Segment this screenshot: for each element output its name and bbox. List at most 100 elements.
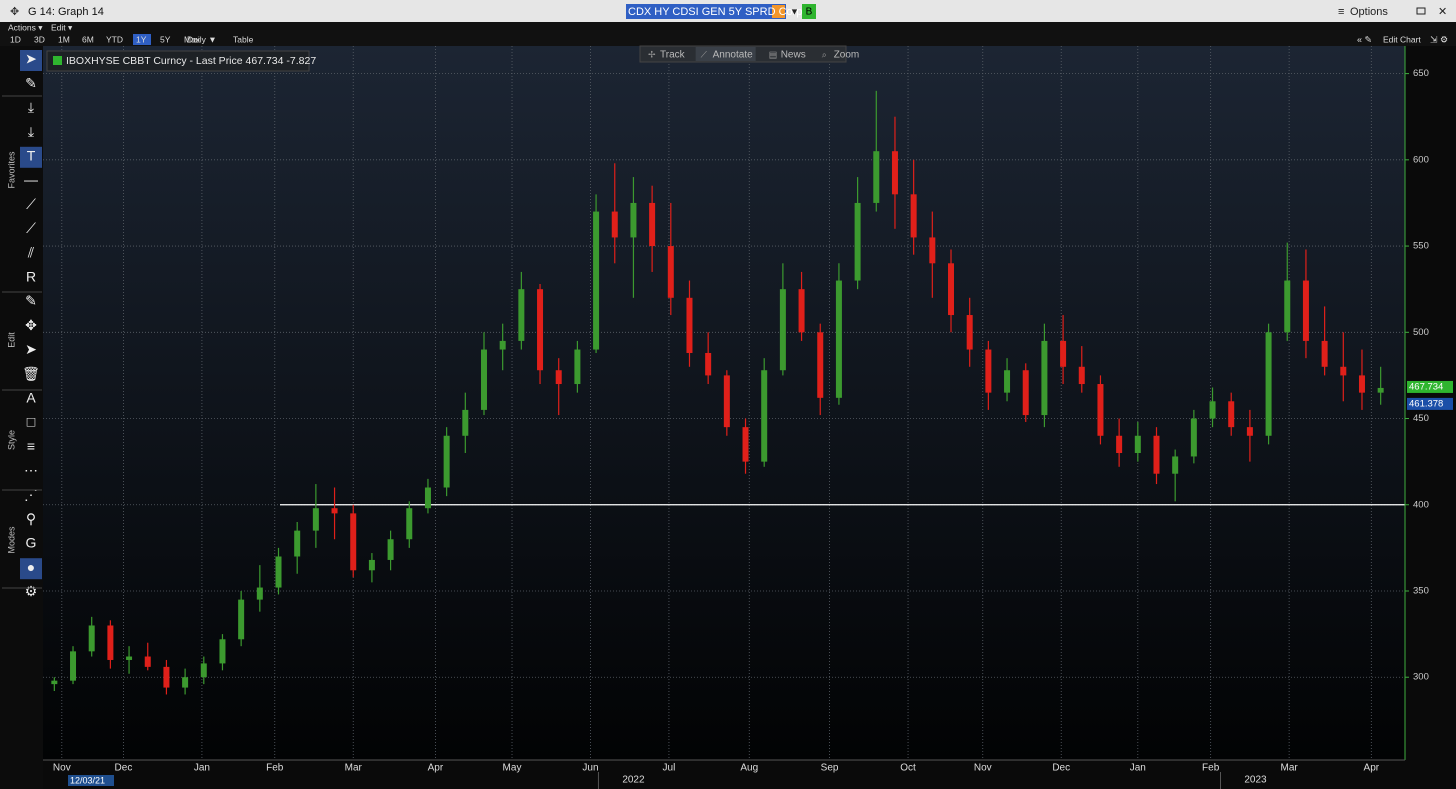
tool-button[interactable]: T xyxy=(27,148,36,164)
edit-chart[interactable]: Edit Chart xyxy=(1383,34,1421,44)
toolbar-icon[interactable]: ⌕ xyxy=(822,49,827,59)
candle-body xyxy=(1153,435,1160,474)
period-button[interactable]: Max xyxy=(184,34,201,44)
tool-button[interactable]: ✎ xyxy=(25,293,37,309)
security-field[interactable] xyxy=(626,4,786,19)
tool-button[interactable]: ⤓ xyxy=(28,123,34,139)
source-button-text[interactable]: B xyxy=(806,7,813,18)
candle-body xyxy=(798,289,805,333)
tool-button[interactable]: ⟋ xyxy=(26,196,36,212)
tool-button[interactable]: ⤓ xyxy=(28,99,34,115)
candle-body xyxy=(518,289,525,341)
x-tick-label: Feb xyxy=(1202,763,1220,774)
tool-active[interactable] xyxy=(20,146,42,168)
period-button[interactable]: YTD xyxy=(106,34,123,44)
frequency[interactable]: Daily ▼ xyxy=(187,34,217,44)
candle-body xyxy=(294,530,301,557)
candle-body xyxy=(891,151,898,195)
candle-body xyxy=(312,508,319,531)
period-button[interactable]: 3D xyxy=(34,34,45,44)
side-toolbar xyxy=(0,46,43,789)
tool-button[interactable]: ● xyxy=(27,559,35,575)
period-button[interactable]: 1D xyxy=(10,34,21,44)
menu[interactable]: Actions ▾ xyxy=(8,22,43,32)
tool-button[interactable]: ≡ xyxy=(27,438,35,454)
candle-body xyxy=(70,651,77,681)
y-tick-label: 400 xyxy=(1413,499,1429,510)
candle-body xyxy=(368,559,375,571)
candle-body xyxy=(424,487,431,509)
tool-button[interactable]: ✎ xyxy=(25,75,37,91)
tool-button[interactable]: ➤ xyxy=(25,51,37,67)
toolbar-button[interactable]: Track xyxy=(660,50,686,61)
period-selected[interactable] xyxy=(133,34,151,45)
source-button[interactable] xyxy=(802,4,816,19)
period-button[interactable]: 5Y xyxy=(160,34,171,44)
toolbar-button[interactable]: Zoom xyxy=(834,50,860,61)
period-button[interactable]: 1M xyxy=(58,34,70,44)
candle-body xyxy=(1172,456,1179,474)
x-tick-label: Dec xyxy=(1052,763,1070,774)
tool-button[interactable]: □ xyxy=(27,414,36,430)
tool-button[interactable]: ✥ xyxy=(25,317,37,333)
tool-button[interactable]: G xyxy=(26,535,37,551)
tool-button[interactable]: R xyxy=(26,269,36,285)
options[interactable]: Options xyxy=(1350,6,1388,18)
candle-body xyxy=(1246,427,1253,436)
x-tick-label: Oct xyxy=(900,763,916,774)
toolbar-button[interactable]: News xyxy=(781,50,806,61)
tool-active[interactable] xyxy=(20,50,42,71)
candle-body xyxy=(1284,280,1291,333)
y-tick-label: 650 xyxy=(1413,68,1429,79)
tool-button[interactable]: — xyxy=(24,172,38,188)
candle-body xyxy=(200,663,207,678)
tool-button[interactable]: ⋯ xyxy=(24,462,38,478)
section-label: Favorites xyxy=(6,151,16,189)
candle-body xyxy=(443,435,450,488)
period-button[interactable]: 6M xyxy=(82,34,94,44)
close-button[interactable]: ✕ xyxy=(1438,6,1447,18)
candle-body xyxy=(107,625,114,660)
tool-button[interactable]: ⚲ xyxy=(26,511,36,527)
candle-body xyxy=(1209,401,1216,419)
toolbar-active[interactable] xyxy=(695,47,756,61)
candle-body xyxy=(1022,370,1029,416)
period-button[interactable]: 1Y xyxy=(136,34,147,44)
tool-icons: ➤ ✎ ⤓ ⤓ T — ⟋ ⟋ ⫽ R ✎ ✥ ➤ 🗑 A □ ≡ ⋯ ⋰ ⚲ G ● ⚙ Favorites Edit Styl… xyxy=(2,50,42,599)
menu[interactable]: Edit ▾ xyxy=(51,22,73,32)
candle-body xyxy=(219,639,226,664)
table-button[interactable]: Table xyxy=(233,34,254,44)
tool-button[interactable]: ⚙ xyxy=(25,583,38,599)
tool-button[interactable]: 🗑 xyxy=(22,365,40,381)
security-text: CDX HY CDSI GEN 5Y SPRD Corp xyxy=(628,6,802,18)
candle-body xyxy=(948,263,955,316)
tool-active[interactable] xyxy=(20,558,42,580)
tool-button[interactable]: ⋰ xyxy=(24,486,38,502)
y-tick-label: 300 xyxy=(1413,672,1429,683)
tool-button[interactable]: A xyxy=(26,390,36,406)
x-tick-label: Jun xyxy=(582,763,598,774)
tool-button[interactable]: ⟋ xyxy=(26,220,36,236)
candle-body xyxy=(1116,435,1123,454)
toolbar-icon[interactable]: ⟋ xyxy=(701,49,708,59)
toolbar-icon[interactable]: ▤ xyxy=(769,49,778,59)
candle-body xyxy=(1190,418,1197,457)
options-icon[interactable]: ≡ xyxy=(1338,6,1344,18)
tool-button[interactable]: ⫽ xyxy=(27,244,35,260)
candle-body xyxy=(256,587,263,600)
settings-icons[interactable]: ⇲ ⚙ xyxy=(1430,34,1448,44)
restore-button[interactable] xyxy=(1416,7,1426,15)
candle-body xyxy=(144,656,151,667)
toolbar-button[interactable]: Annotate xyxy=(713,50,753,61)
candle-body xyxy=(742,427,749,462)
start-date: 12/03/21 xyxy=(70,775,105,785)
candle-body xyxy=(406,508,413,540)
dropdown-arrow[interactable]: ▼ xyxy=(790,6,799,16)
candle-body xyxy=(1302,280,1309,341)
grid: 300 350 400 450 500 550 600 650 Nov Dec Jan Feb Mar A… xyxy=(43,46,1429,789)
start-date-box xyxy=(68,775,114,786)
collapse-icon[interactable]: « ✎ xyxy=(1357,34,1372,44)
x-tick-label: Apr xyxy=(1364,763,1380,774)
tool-button[interactable]: ➤ xyxy=(25,341,37,357)
toolbar-icon[interactable]: ✢ xyxy=(648,49,656,59)
